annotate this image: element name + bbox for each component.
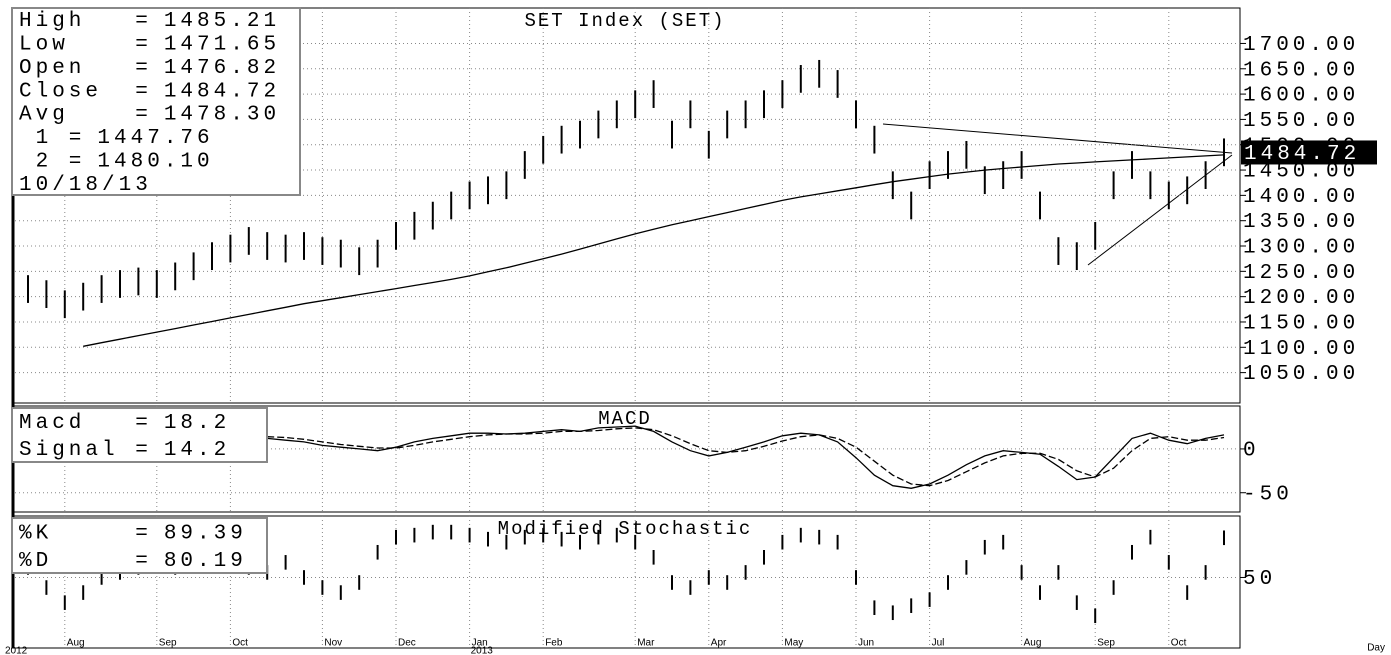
y-tick-label: 1350.00 (1243, 211, 1359, 234)
y-tick-label: 1600.00 (1243, 85, 1359, 108)
info-value: 89.39 (164, 522, 247, 545)
last-price-label: 1484.72 (1244, 143, 1360, 166)
info-value: 14.2 (164, 439, 230, 462)
info-label: Signal = (19, 439, 152, 462)
info-label: Low = (19, 34, 152, 57)
chart: 1050.001100.001150.00 1200.001250.001300.… (0, 0, 1391, 655)
y-tick-label: 0 (1243, 439, 1260, 462)
x-tick-label: Oct (232, 638, 248, 649)
x-tick-label: Jul (932, 638, 945, 649)
x-year-label: 2013 (471, 646, 494, 655)
y-tick-label: 1100.00 (1243, 338, 1359, 361)
y-tick-label: 1050.00 (1243, 363, 1359, 386)
y-tick-label: 1200.00 (1243, 287, 1359, 310)
info-label: Close = (19, 80, 152, 103)
y-tick-label: 1250.00 (1243, 262, 1359, 285)
y-tick-label: 1650.00 (1243, 59, 1359, 82)
x-tick-label: Sep (1097, 638, 1115, 649)
y-tick-label: 50 (1243, 568, 1276, 591)
page: 1050.001100.001150.00 1200.001250.001300.… (0, 0, 1391, 655)
info-label: Macd = (19, 412, 152, 435)
panel-title: SET Index (SET) (524, 10, 725, 32)
y-tick-label: 1150.00 (1243, 313, 1359, 336)
x-tick-label: May (784, 638, 803, 649)
panel-title: Modified Stochastic (498, 518, 753, 540)
y-tick-label: 1400.00 (1243, 186, 1359, 209)
y-tick-label: 1300.00 (1243, 237, 1359, 260)
info-label: Avg = (19, 104, 152, 127)
info-value: 1447.76 (97, 127, 213, 150)
info-label: 1 = (19, 127, 85, 150)
y-tick-label: 1550.00 (1243, 110, 1359, 133)
x-tick-label: Apr (711, 638, 727, 649)
x-tick-label: Sep (159, 638, 177, 649)
x-tick-label: Mar (637, 638, 655, 649)
info-label: %D = (19, 550, 152, 573)
x-tick-label: Jun (858, 638, 874, 649)
info-value: 18.2 (164, 412, 230, 435)
info-value: 1480.10 (97, 150, 213, 173)
x-tick-label: Feb (545, 638, 563, 649)
x-tick-label: Aug (1024, 638, 1042, 649)
x-tick-label: Nov (324, 638, 342, 649)
info-label: 2 = (19, 150, 85, 173)
info-label: High = (19, 10, 152, 33)
x-tick-label: Dec (398, 638, 416, 649)
x-year-label: 2012 (5, 646, 28, 655)
info-date: 10/18/13 (19, 174, 152, 197)
x-tick-label: Aug (67, 638, 85, 649)
info-value: 1484.72 (164, 80, 280, 103)
y-tick-label: 1700.00 (1243, 34, 1359, 57)
x-tick-label: Oct (1171, 638, 1187, 649)
info-value: 1478.30 (164, 104, 280, 127)
x-axis-label: Day (1367, 643, 1385, 654)
info-value: 1476.82 (164, 57, 280, 80)
y-tick-label: -50 (1243, 483, 1293, 506)
info-value: 80.19 (164, 550, 247, 573)
info-label: Open = (19, 57, 152, 80)
info-label: %K = (19, 522, 152, 545)
info-value: 1485.21 (164, 10, 280, 33)
info-value: 1471.65 (164, 34, 280, 57)
